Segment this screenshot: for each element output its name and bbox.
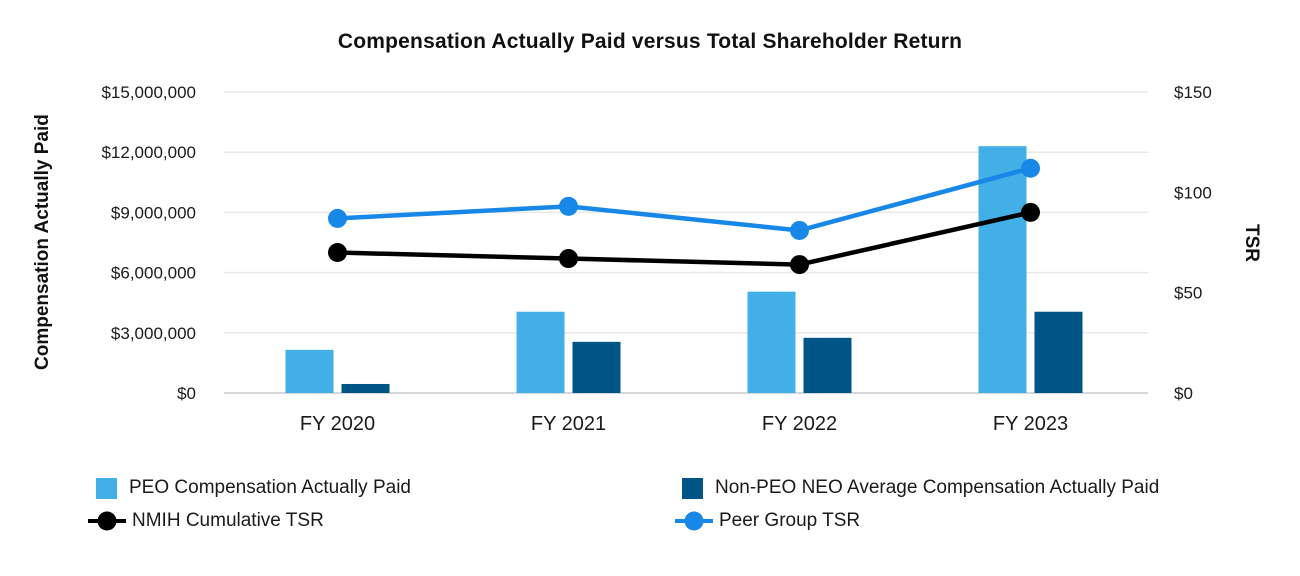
point-peer-group-tsr-fy-2023 [1021, 158, 1040, 178]
point-peer-group-tsr-fy-2021 [559, 196, 578, 216]
legend-label-nmih-tsr: NMIH Cumulative TSR [132, 510, 324, 531]
right-axis-tick-label: $50 [1174, 284, 1202, 303]
x-axis-label-fy-2021: FY 2021 [531, 413, 606, 435]
right-axis-tick-label: $150 [1174, 83, 1212, 102]
left-axis-tick-label: $9,000,000 [111, 203, 196, 222]
bar-non-peo-neo-average-compensation-actually-paid-fy-2022 [803, 337, 852, 393]
legend-label-peer-group-tsr: Peer Group TSR [719, 510, 861, 531]
legend-item-peer-group-tsr: Peer Group TSR [675, 510, 860, 532]
nmih-tsr-line-marker-icon [88, 511, 126, 531]
point-nmih-cumulative-tsr-fy-2020 [328, 243, 347, 263]
legend-item-nmih-tsr: NMIH Cumulative TSR [88, 510, 324, 532]
x-axis-label-fy-2020: FY 2020 [300, 413, 375, 435]
right-axis-tick-label: $0 [1174, 384, 1193, 403]
bar-peo-compensation-actually-paid-fy-2020 [285, 349, 334, 393]
chart-title: Compensation Actually Paid versus Total … [337, 30, 963, 53]
left-axis-tick-label: $0 [177, 384, 196, 403]
non-peo-cap-swatch-icon [682, 477, 703, 499]
legend-label-peo-cap: PEO Compensation Actually Paid [129, 477, 411, 498]
left-axis-tick-label: $6,000,000 [111, 264, 196, 283]
point-nmih-cumulative-tsr-fy-2023 [1021, 202, 1040, 222]
legend-label-non-peo-cap: Non-PEO NEO Average Compensation Actuall… [715, 477, 1160, 498]
point-peer-group-tsr-fy-2020 [328, 208, 347, 228]
x-axis-label-fy-2023: FY 2023 [993, 413, 1068, 435]
line-nmih-cumulative-tsr [337, 210, 1031, 267]
peer-group-tsr-line-marker-icon [675, 511, 713, 531]
left-axis-tick-label: $15,000,000 [101, 83, 196, 102]
bar-non-peo-neo-average-compensation-actually-paid-fy-2023 [1034, 311, 1083, 393]
right-axis-tick-label: $100 [1174, 183, 1212, 202]
peo-cap-swatch-icon [96, 477, 117, 499]
left-axis-tick-label: $3,000,000 [111, 324, 196, 343]
bar-peo-compensation-actually-paid-fy-2022 [747, 291, 796, 393]
point-nmih-cumulative-tsr-fy-2022 [790, 255, 809, 275]
line-peer-group-tsr [337, 166, 1032, 233]
x-axis-label-fy-2022: FY 2022 [762, 413, 837, 435]
legend-item-non-peo-cap: Non-PEO NEO Average Compensation Actuall… [682, 477, 1159, 499]
bar-peo-compensation-actually-paid-fy-2023 [978, 146, 1027, 393]
right-axis-title: TSR [1241, 223, 1262, 262]
bar-non-peo-neo-average-compensation-actually-paid-fy-2021 [572, 341, 621, 393]
legend-item-peo-cap: PEO Compensation Actually Paid [96, 477, 411, 499]
point-peer-group-tsr-fy-2022 [790, 220, 809, 240]
point-nmih-cumulative-tsr-fy-2021 [559, 249, 578, 269]
left-axis-tick-label: $12,000,000 [101, 143, 196, 162]
bar-peo-compensation-actually-paid-fy-2021 [516, 311, 565, 393]
combo-chart: $0 $3,000,000 $6,000,000 $9,000,000 $12,000,… [101, 83, 1212, 435]
bar-non-peo-neo-average-compensation-actually-paid-fy-2020 [341, 383, 390, 393]
